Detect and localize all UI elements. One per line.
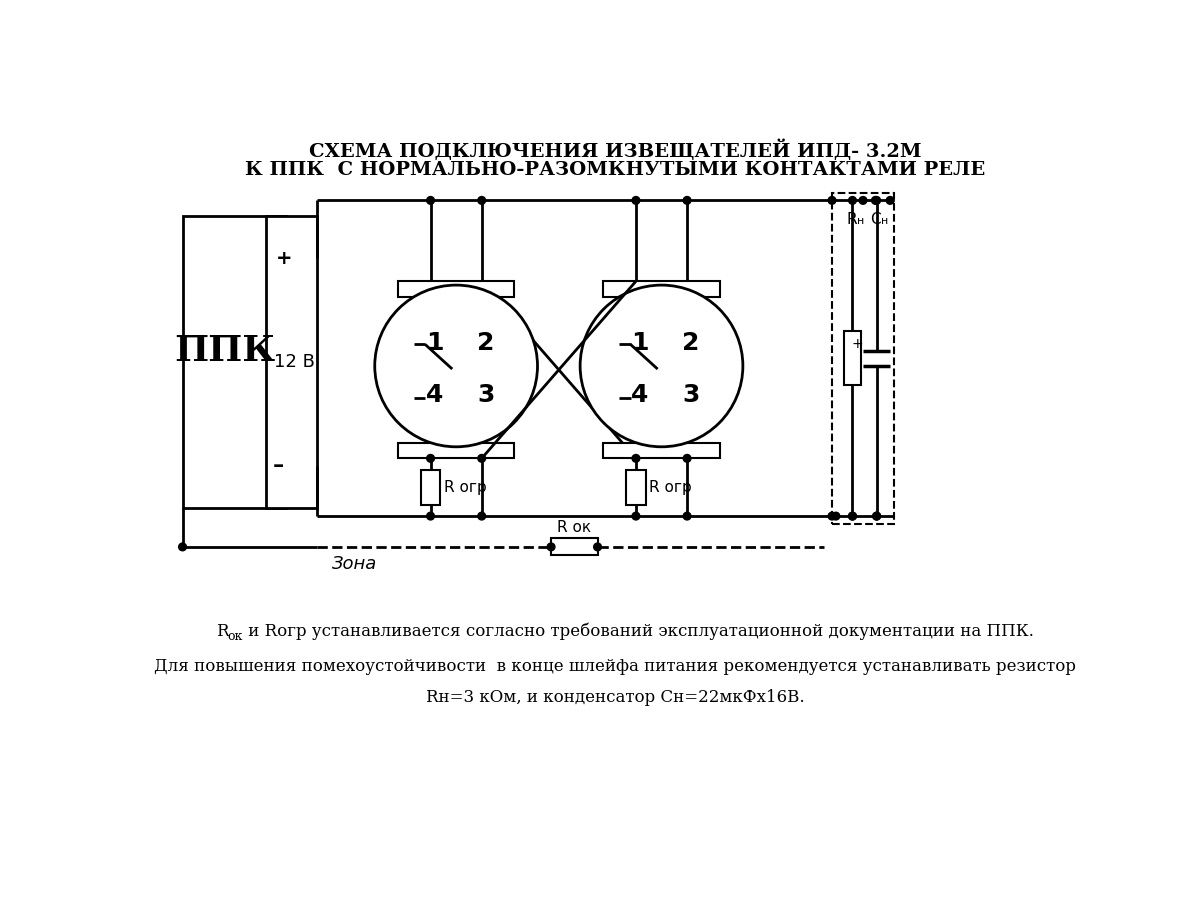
Text: 1: 1 <box>426 331 443 355</box>
Text: Зона: Зона <box>332 554 377 572</box>
Text: н: н <box>857 216 864 226</box>
Circle shape <box>832 512 840 520</box>
Text: R огр: R огр <box>444 480 487 495</box>
Bar <box>551 538 598 555</box>
Bar <box>832 193 894 524</box>
Text: R огр: R огр <box>649 480 692 495</box>
Text: н: н <box>881 216 888 226</box>
Circle shape <box>859 196 866 204</box>
Text: R ок: R ок <box>557 519 592 535</box>
Circle shape <box>179 543 186 551</box>
Circle shape <box>427 512 434 520</box>
Bar <box>844 331 860 385</box>
Text: 2: 2 <box>476 331 494 355</box>
Text: ок: ок <box>228 630 242 643</box>
Text: 1: 1 <box>631 331 648 355</box>
Circle shape <box>427 196 434 204</box>
Bar <box>398 443 515 458</box>
Text: –: – <box>272 456 283 476</box>
Circle shape <box>547 543 554 551</box>
Circle shape <box>632 196 640 204</box>
Circle shape <box>594 543 601 551</box>
Text: +: + <box>851 338 863 351</box>
Circle shape <box>828 512 836 520</box>
Text: СХЕМА ПОДКЛЮЧЕНИЯ ИЗВЕЩАТЕЛЕЙ ИПД- 3.2М: СХЕМА ПОДКЛЮЧЕНИЯ ИЗВЕЩАТЕЛЕЙ ИПД- 3.2М <box>308 140 922 161</box>
Circle shape <box>683 454 691 463</box>
Circle shape <box>828 196 836 204</box>
Bar <box>182 216 286 508</box>
Circle shape <box>632 454 640 463</box>
Circle shape <box>683 196 691 204</box>
Circle shape <box>872 512 881 520</box>
Text: 3: 3 <box>683 383 700 407</box>
Circle shape <box>478 454 486 463</box>
Text: 3: 3 <box>476 383 494 407</box>
Text: 4: 4 <box>426 383 443 407</box>
Text: и Rогр устанавливается согласно требований эксплуатационной документации на ППК.: и Rогр устанавливается согласно требован… <box>242 623 1034 641</box>
Text: 12 В: 12 В <box>274 353 314 371</box>
Text: 2: 2 <box>683 331 700 355</box>
Circle shape <box>848 512 857 520</box>
Text: +: + <box>276 248 292 267</box>
Text: 4: 4 <box>631 383 648 407</box>
Bar <box>626 470 646 505</box>
Bar <box>604 443 720 458</box>
Text: Для повышения помехоустойчивости  в конце шлейфа питания рекомендуется устанавли: Для повышения помехоустойчивости в конце… <box>154 658 1076 675</box>
Circle shape <box>580 285 743 446</box>
Circle shape <box>478 196 486 204</box>
Circle shape <box>478 512 486 520</box>
Bar <box>398 281 515 297</box>
Circle shape <box>872 196 881 204</box>
Circle shape <box>632 512 640 520</box>
Bar <box>421 470 440 505</box>
Circle shape <box>683 512 691 520</box>
Text: Rн=3 кОм, и конденсатор Сн=22мкФх16В.: Rн=3 кОм, и конденсатор Сн=22мкФх16В. <box>426 688 804 706</box>
Circle shape <box>848 196 857 204</box>
Text: ППК: ППК <box>174 334 275 367</box>
Circle shape <box>887 196 894 204</box>
Circle shape <box>872 512 881 520</box>
Text: К ППК  С НОРМАЛЬНО-РАЗОМКНУТЫМИ КОНТАКТАМИ РЕЛЕ: К ППК С НОРМАЛЬНО-РАЗОМКНУТЫМИ КОНТАКТАМ… <box>245 160 985 178</box>
Text: С: С <box>870 212 881 227</box>
Circle shape <box>848 512 857 520</box>
Text: R: R <box>846 212 857 227</box>
Circle shape <box>427 454 434 463</box>
Text: R: R <box>216 623 228 640</box>
Circle shape <box>871 196 880 204</box>
Bar <box>604 281 720 297</box>
Bar <box>266 216 317 508</box>
Circle shape <box>374 285 538 446</box>
